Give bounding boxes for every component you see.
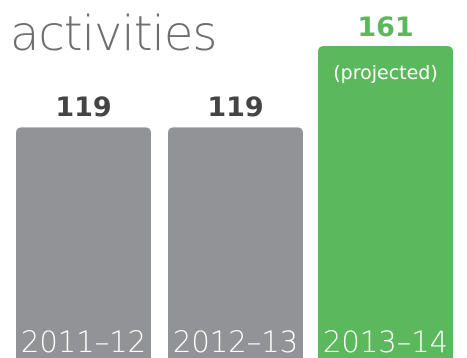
- value-label-2: 119: [207, 92, 263, 123]
- category-label-3: 2013–14: [323, 325, 448, 358]
- annotation-3: (projected): [333, 62, 438, 84]
- bar-3: [318, 46, 453, 358]
- bars-layer: [16, 46, 453, 358]
- category-label-2: 2012–13: [173, 325, 298, 358]
- bar-2: [168, 127, 303, 358]
- chart-title: activities: [10, 6, 216, 62]
- bar-1: [16, 127, 151, 358]
- category-label-1: 2011–12: [21, 325, 146, 358]
- value-label-1: 119: [55, 92, 111, 123]
- value-label-3: 161: [357, 12, 413, 43]
- labels-layer: 119 2011–12 119 2012–13 161 (projected) 2013–1…: [21, 12, 448, 358]
